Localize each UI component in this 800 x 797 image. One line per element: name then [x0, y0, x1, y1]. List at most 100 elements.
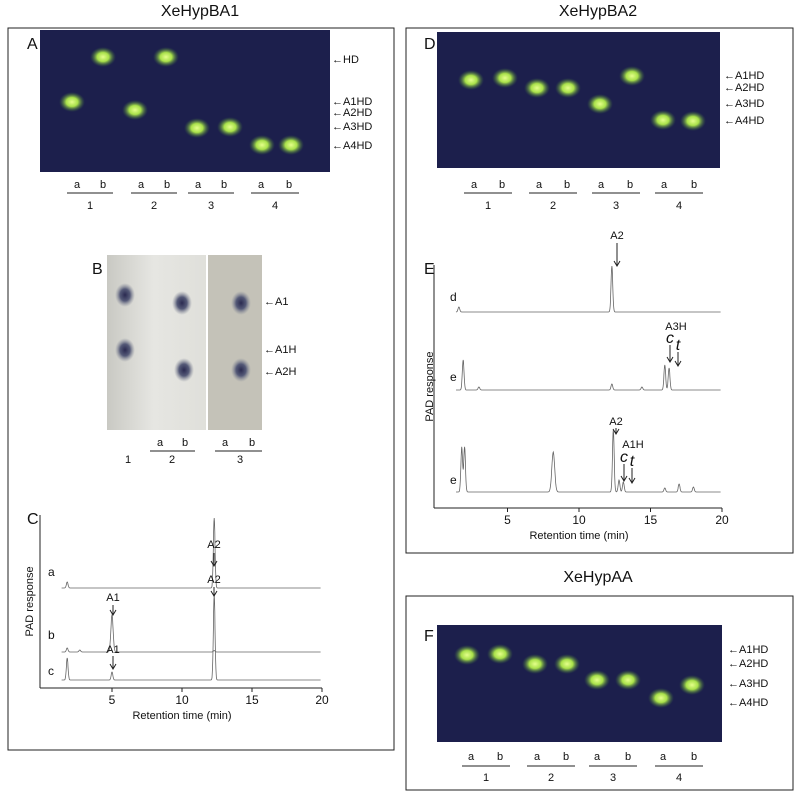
trace-label: a	[48, 565, 55, 579]
lane-letter: a	[157, 437, 164, 449]
arrow-head	[109, 663, 117, 670]
spot	[615, 670, 641, 690]
lane-number: 2	[550, 200, 556, 212]
spot	[153, 47, 179, 67]
lane-letter: a	[536, 179, 543, 191]
panel-letter: C	[27, 511, 39, 528]
spot	[587, 94, 613, 114]
spot	[458, 70, 484, 90]
peak-label: A1	[106, 592, 119, 604]
x-tick-label: 5	[109, 693, 116, 707]
band-label: ←A2HD	[724, 82, 764, 94]
arrow-head	[674, 360, 682, 367]
arrow-head	[620, 475, 628, 482]
frame-left	[7, 27, 395, 751]
spot	[522, 654, 548, 674]
frame-right-bottom	[405, 595, 794, 791]
trace	[456, 359, 721, 391]
trace	[61, 517, 321, 589]
x-tick-label: 15	[644, 513, 658, 527]
lane-letter: b	[564, 179, 570, 191]
lane-number: 1	[87, 200, 93, 212]
arrow-head	[613, 260, 621, 267]
x-axis-label: Retention time (min)	[132, 710, 231, 722]
lane-number: 4	[676, 772, 682, 784]
trace	[61, 594, 321, 681]
tlc-b-right	[208, 255, 262, 430]
lane-number: 4	[272, 200, 278, 212]
spot	[217, 117, 243, 137]
band-label: ←A1	[264, 296, 288, 308]
panel-letter: F	[424, 628, 434, 645]
lane-number: 1	[125, 454, 131, 466]
x-tick-label: 15	[245, 693, 259, 707]
band-label: ←A1HD	[728, 644, 768, 656]
band-label: ←A1HD	[332, 96, 372, 108]
lane-number: 2	[548, 772, 554, 784]
y-axis-label: PAD response	[24, 566, 36, 636]
band-label: ←A4HD	[728, 697, 768, 709]
x-tick-label: 10	[175, 693, 189, 707]
peak-label: A3H	[665, 321, 686, 333]
lane-letter: b	[563, 751, 569, 763]
lane-number: 1	[483, 772, 489, 784]
x-tick-label: 20	[315, 693, 329, 707]
band-label: ←A2HD	[728, 658, 768, 670]
lane-letter: a	[534, 751, 541, 763]
band-label: ←A2H	[264, 366, 296, 378]
trace-label: b	[48, 628, 55, 642]
lane-letter: b	[221, 179, 227, 191]
spot	[680, 111, 706, 131]
arrow-head	[109, 609, 117, 616]
spot	[584, 670, 610, 690]
lane-letter: b	[182, 437, 188, 449]
spot	[648, 688, 674, 708]
lane-letter: a	[594, 751, 601, 763]
band-label: ←A3HD	[724, 98, 764, 110]
lane-number: 3	[613, 200, 619, 212]
lane-letter: a	[468, 751, 475, 763]
peak-label: A2	[207, 574, 220, 586]
trace	[456, 429, 721, 493]
trace	[455, 265, 721, 313]
band-label: ←A3HD	[728, 678, 768, 690]
arrow-head	[612, 428, 620, 435]
peak-label: A1H	[622, 439, 643, 451]
spot	[115, 283, 135, 307]
spot	[554, 654, 580, 674]
lane-number: 1	[485, 200, 491, 212]
lane-number: 2	[151, 200, 157, 212]
band-label: ←HD	[332, 54, 359, 66]
trace-label: c	[48, 664, 54, 678]
spot	[115, 338, 135, 362]
lane-number: 4	[676, 200, 682, 212]
spot	[231, 291, 251, 315]
y-axis-label: PAD response	[424, 351, 436, 421]
spot	[184, 118, 210, 138]
band-label: ←A4HD	[724, 115, 764, 127]
lane-number: 2	[169, 454, 175, 466]
lane-number: 3	[208, 200, 214, 212]
lane-letter: b	[625, 751, 631, 763]
band-label: ←A1HD	[724, 70, 764, 82]
band-label: ←A4HD	[332, 140, 372, 152]
arrow-head	[628, 477, 636, 484]
lane-letter: a	[598, 179, 605, 191]
peak-label: A2	[610, 230, 623, 242]
arrow-head	[666, 356, 674, 363]
lane-letter: b	[100, 179, 106, 191]
lane-letter: b	[164, 179, 170, 191]
lane-letter: a	[660, 751, 667, 763]
lane-letter: b	[627, 179, 633, 191]
band-label: ←A2HD	[332, 107, 372, 119]
spot	[679, 675, 705, 695]
lane-letter: b	[286, 179, 292, 191]
lane-letter: a	[471, 179, 478, 191]
lane-letter: b	[497, 751, 503, 763]
spot	[278, 135, 304, 155]
panel-title: XeHypBA2	[559, 3, 637, 20]
spot	[619, 66, 645, 86]
spot	[90, 47, 116, 67]
